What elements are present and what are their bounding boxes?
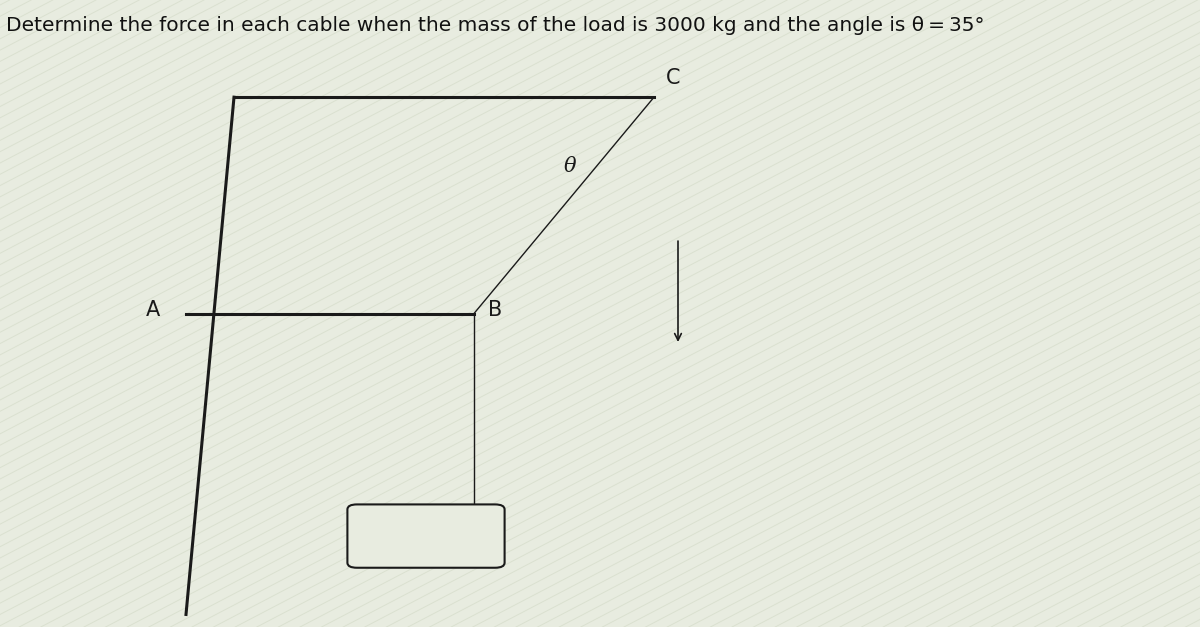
Text: Load: Load xyxy=(404,527,448,545)
Text: B: B xyxy=(488,300,503,320)
FancyBboxPatch shape xyxy=(348,504,504,568)
Text: C: C xyxy=(666,68,680,88)
Text: Determine the force in each cable when the mass of the load is 3000 kg and the a: Determine the force in each cable when t… xyxy=(6,16,984,34)
Text: θ: θ xyxy=(564,157,576,176)
Text: A: A xyxy=(145,300,160,320)
